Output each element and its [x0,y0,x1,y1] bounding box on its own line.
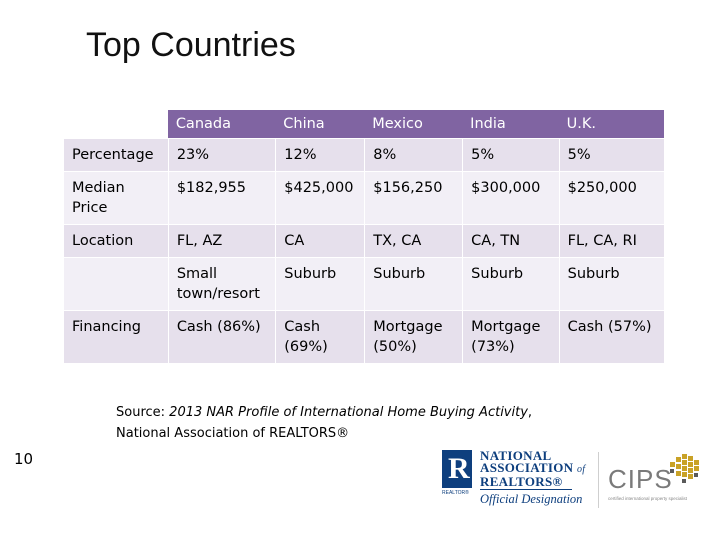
table-row: Location FL, AZ CA TX, CA CA, TN FL, CA,… [64,224,664,257]
table-cell: FL, CA, RI [558,224,664,257]
realtor-mark-caption: REALTOR® [442,490,469,496]
logo-divider [598,452,599,508]
table-cell: Cash (57%) [558,310,664,363]
source-line-1: Source: 2013 NAR Profile of Internationa… [116,402,532,423]
countries-table: Canada China Mexico India U.K. Percentag… [64,110,664,363]
table-cell: Suburb [364,257,463,310]
table-header-row: Canada China Mexico India U.K. [64,110,664,138]
table-cell: CA, TN [462,224,559,257]
source-citation: Source: 2013 NAR Profile of Internationa… [116,402,532,444]
table-cell: Suburb [275,257,365,310]
page-title: Top Countries [86,26,296,64]
table-cell: $182,955 [167,171,276,224]
table-cell: 12% [275,138,365,171]
row-header [64,257,168,310]
corner-cell [64,110,168,138]
table-cell: Mortgage (50%) [364,310,463,363]
source-suffix: , [527,405,533,420]
row-header: Location [64,224,168,257]
row-header: Financing [64,310,168,363]
realtor-r-icon: R [442,450,472,488]
table-cell: CA [275,224,365,257]
table-cell: 5% [558,138,664,171]
table-cell: Small town/resort [167,257,276,310]
cips-globe-icon [670,454,699,483]
table-cell: FL, AZ [167,224,276,257]
column-header: U.K. [558,110,664,138]
table-cell: Cash (86%) [167,310,276,363]
source-title: 2013 NAR Profile of International Home B… [169,405,528,420]
table-cell: 5% [462,138,559,171]
table-row: Small town/resort Suburb Suburb Suburb S… [64,257,664,310]
nar-logo: R REALTOR® NATIONAL ASSOCIATION of REALT… [442,448,592,510]
cips-wordmark: CIPS [608,464,673,494]
source-line-2: National Association of REALTORS® [116,426,350,441]
source-prefix: Source: [116,405,170,420]
cips-logo: CIPS certified international property sp… [608,452,718,514]
table-cell: $300,000 [462,171,559,224]
table-cell: Suburb [558,257,664,310]
column-header: India [462,110,559,138]
table-row: Financing Cash (86%) Cash (69%) Mortgage… [64,310,664,363]
table-cell: Mortgage (73%) [462,310,559,363]
nar-designation: Official Designation [480,492,583,506]
table-cell: Cash (69%) [275,310,365,363]
table-cell: 23% [167,138,276,171]
column-header: Mexico [364,110,463,138]
table-cell: $425,000 [275,171,365,224]
table-cell: $250,000 [558,171,664,224]
table-cell: $156,250 [364,171,463,224]
cips-tagline: certified international property special… [608,496,688,501]
table-cell: TX, CA [364,224,463,257]
table-cell: 8% [364,138,463,171]
slide-number: 10 [14,450,34,468]
table-row: Percentage 23% 12% 8% 5% 5% [64,138,664,171]
row-header: Percentage [64,138,168,171]
table-row: Median Price $182,955 $425,000 $156,250 … [64,171,664,224]
nar-wordmark: NATIONAL ASSOCIATION of REALTORS® [480,448,586,489]
nar-divider [480,489,572,490]
column-header: Canada [167,110,276,138]
row-header: Median Price [64,171,168,224]
column-header: China [275,110,365,138]
table-cell: Suburb [462,257,559,310]
